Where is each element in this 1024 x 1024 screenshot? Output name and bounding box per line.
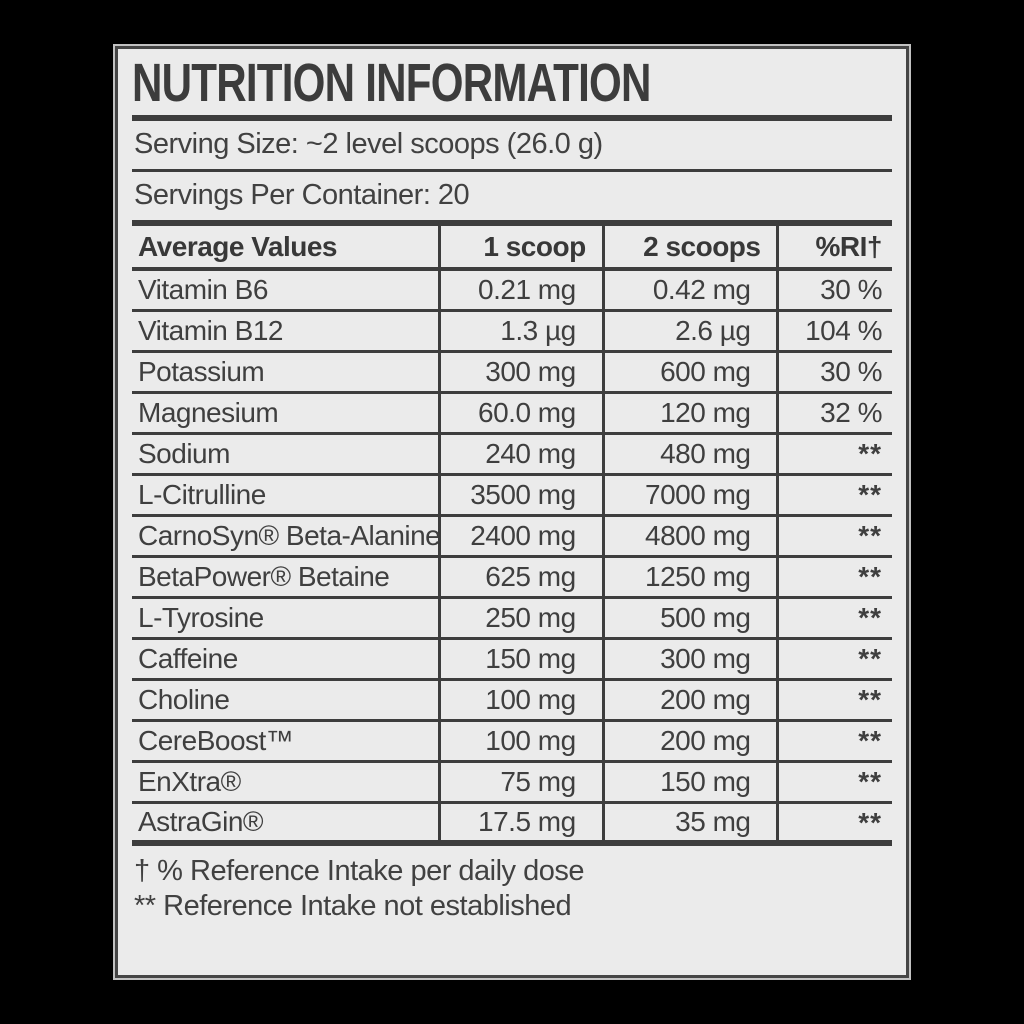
cell-2-scoops-value: 200 mg bbox=[601, 720, 778, 763]
col-header-average-values: Average Values bbox=[132, 223, 440, 271]
col-header-2-scoops: 2 scoops bbox=[601, 223, 778, 271]
cell-1-scoop-value: 240 mg bbox=[438, 433, 604, 476]
table-row: EnXtra® 75 mg 150 mg ** bbox=[132, 761, 892, 804]
cell-1-scoop-value: 2400 mg bbox=[438, 515, 604, 558]
table-row: CereBoost™ 100 mg 200 mg ** bbox=[132, 720, 892, 763]
cell-percent-ri-value: ** bbox=[776, 597, 892, 640]
table-row: L-Tyrosine 250 mg 500 mg ** bbox=[132, 597, 892, 640]
cell-ingredient-name: Vitamin B6 bbox=[132, 269, 440, 312]
cell-ingredient-name: BetaPower® Betaine bbox=[132, 556, 440, 599]
table-row: Vitamin B6 0.21 mg 0.42 mg 30 % bbox=[132, 269, 892, 312]
cell-percent-ri-value: ** bbox=[776, 720, 892, 763]
table-body: Vitamin B6 0.21 mg 0.42 mg 30 % Vitamin B12 1… bbox=[132, 269, 892, 843]
cell-percent-ri-value: ** bbox=[776, 802, 892, 843]
table-row: Choline 100 mg 200 mg ** bbox=[132, 679, 892, 722]
table-row: AstraGin® 17.5 mg 35 mg ** bbox=[132, 802, 892, 843]
cell-2-scoops-value: 480 mg bbox=[601, 433, 778, 476]
table-row: Sodium 240 mg 480 mg ** bbox=[132, 433, 892, 476]
cell-2-scoops-value: 35 mg bbox=[601, 802, 778, 843]
cell-1-scoop-value: 250 mg bbox=[438, 597, 604, 640]
title-divider bbox=[132, 115, 892, 121]
cell-percent-ri-value: ** bbox=[776, 556, 892, 599]
footnotes: † % Reference Intake per daily dose ** R… bbox=[132, 854, 892, 924]
cell-2-scoops-value: 600 mg bbox=[601, 351, 778, 394]
cell-ingredient-name: L-Tyrosine bbox=[132, 597, 440, 640]
cell-ingredient-name: Vitamin B12 bbox=[132, 310, 440, 353]
cell-percent-ri-value: ** bbox=[776, 515, 892, 558]
cell-1-scoop-value: 150 mg bbox=[438, 638, 604, 681]
table-row: Caffeine 150 mg 300 mg ** bbox=[132, 638, 892, 681]
cell-2-scoops-value: 0.42 mg bbox=[601, 269, 778, 312]
col-header-percent-ri: %RI† bbox=[776, 223, 892, 271]
cell-2-scoops-value: 200 mg bbox=[601, 679, 778, 722]
table-row: Magnesium 60.0 mg 120 mg 32 % bbox=[132, 392, 892, 435]
table-row: Potassium 300 mg 600 mg 30 % bbox=[132, 351, 892, 394]
servings-per-container-line: Servings Per Container: 20 bbox=[134, 179, 470, 211]
nutrition-label: NUTRITION INFORMATION Serving Size: ~2 l… bbox=[113, 44, 911, 980]
cell-1-scoop-value: 1.3 µg bbox=[438, 310, 604, 353]
footnote-reference-intake: † % Reference Intake per daily dose bbox=[134, 855, 585, 887]
cell-1-scoop-value: 75 mg bbox=[438, 761, 604, 804]
cell-1-scoop-value: 17.5 mg bbox=[438, 802, 604, 843]
cell-1-scoop-value: 0.21 mg bbox=[438, 269, 604, 312]
cell-2-scoops-value: 150 mg bbox=[601, 761, 778, 804]
cell-ingredient-name: L-Citrulline bbox=[132, 474, 440, 517]
cell-ingredient-name: AstraGin® bbox=[138, 805, 264, 837]
table-header: Average Values 1 scoop 2 scoops %RI† bbox=[132, 223, 892, 271]
cell-2-scoops-value: 300 mg bbox=[601, 638, 778, 681]
cell-percent-ri-value: 104 % bbox=[776, 310, 892, 353]
cell-2-scoops-value: 7000 mg bbox=[601, 474, 778, 517]
cell-1-scoop-value: 100 mg bbox=[438, 720, 604, 763]
cell-1-scoop-value: 60.0 mg bbox=[438, 392, 604, 435]
serving-divider bbox=[132, 169, 892, 172]
table-row: L-Citrulline 3500 mg 7000 mg ** bbox=[132, 474, 892, 517]
cell-2-scoops-value: 4800 mg bbox=[601, 515, 778, 558]
cell-percent-ri-value: 32 % bbox=[776, 392, 892, 435]
cell-1-scoop-value: 3500 mg bbox=[438, 474, 604, 517]
nutrition-table: Average Values 1 scoop 2 scoops %RI† Vit… bbox=[132, 220, 892, 846]
cell-ingredient-name: Sodium bbox=[132, 433, 440, 476]
cell-2-scoops-value: 500 mg bbox=[601, 597, 778, 640]
cell-percent-ri-value: 30 % bbox=[776, 269, 892, 312]
col-header-1-scoop: 1 scoop bbox=[438, 223, 604, 271]
cell-1-scoop-value: 100 mg bbox=[438, 679, 604, 722]
footnote-not-established: ** Reference Intake not established bbox=[134, 890, 572, 922]
cell-percent-ri-value: 30 % bbox=[776, 351, 892, 394]
cell-percent-ri-value: ** bbox=[776, 433, 892, 476]
cell-1-scoop-value: 300 mg bbox=[438, 351, 604, 394]
table-row: CarnoSyn® Beta-Alanine 2400 mg 4800 mg ** bbox=[132, 515, 892, 558]
table-row: BetaPower® Betaine 625 mg 1250 mg ** bbox=[132, 556, 892, 599]
cell-percent-ri-value: ** bbox=[776, 638, 892, 681]
cell-ingredient-name: Caffeine bbox=[132, 638, 440, 681]
cell-percent-ri-value: ** bbox=[776, 679, 892, 722]
cell-ingredient-name: Potassium bbox=[132, 351, 440, 394]
serving-size-line: Serving Size: ~2 level scoops (26.0 g) bbox=[134, 128, 603, 160]
table-header-row: Average Values 1 scoop 2 scoops %RI† bbox=[132, 223, 892, 271]
cell-ingredient-name: EnXtra® bbox=[132, 761, 440, 804]
cell-percent-ri-value: ** bbox=[776, 474, 892, 517]
cell-ingredient-name: Magnesium bbox=[132, 392, 440, 435]
table-row: Vitamin B12 1.3 µg 2.6 µg 104 % bbox=[132, 310, 892, 353]
cell-ingredient-name: CereBoost™ bbox=[132, 720, 440, 763]
cell-1-scoop-value: 625 mg bbox=[438, 556, 604, 599]
label-title: NUTRITION INFORMATION bbox=[132, 53, 651, 113]
cell-2-scoops-value: 120 mg bbox=[601, 392, 778, 435]
cell-2-scoops-value: 2.6 µg bbox=[601, 310, 778, 353]
cell-2-scoops-value: 1250 mg bbox=[601, 556, 778, 599]
cell-percent-ri-value: ** bbox=[776, 761, 892, 804]
cell-ingredient-name: Choline bbox=[132, 679, 440, 722]
cell-ingredient-name: CarnoSyn® Beta-Alanine bbox=[132, 515, 440, 558]
